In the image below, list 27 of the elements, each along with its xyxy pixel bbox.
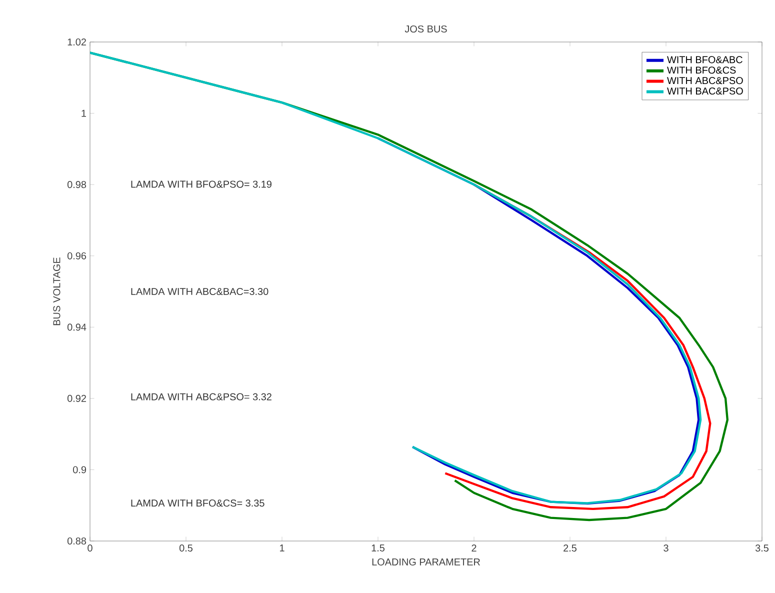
y-tick-label: 0.9	[73, 466, 86, 474]
x-axis-title: LOADING PARAMETER	[372, 558, 480, 566]
annotation: LAMDA WITH ABC&PSO= 3.32	[131, 393, 272, 400]
y-tick-label: 1.02	[68, 38, 86, 46]
y-tick-label: 0.94	[67, 324, 86, 331]
x-tick-label: 0	[88, 544, 92, 552]
x-tick-label: 3.5	[755, 544, 769, 552]
annotation: LAMDA WITH ABC&BAC=3.30	[131, 288, 268, 296]
y-tick-label: 0.92	[67, 394, 86, 402]
x-tick-label: 3	[664, 544, 668, 552]
legend-label: WITH ABC&PSO	[667, 77, 743, 84]
annotation: LAMDA WITH BFO&CS= 3.35	[131, 500, 264, 507]
y-tick-label: 1	[82, 110, 86, 117]
x-tick-label: 0.5	[179, 544, 193, 552]
chart-title: JOS BUS	[404, 25, 447, 32]
y-tick-label: 0.96	[67, 252, 86, 260]
x-tick-label: 1.5	[372, 544, 385, 552]
annotation: LAMDA WITH BFO&PSO= 3.19	[131, 180, 272, 188]
legend-label: WITH BAC&PSO	[667, 87, 743, 95]
x-tick-label: 2.5	[564, 544, 577, 552]
y-tick-label: 0.98	[67, 181, 86, 188]
x-tick-label: 2	[472, 544, 476, 552]
legend-label: WITH BFO&ABC	[667, 56, 742, 64]
y-tick-label: 0.88	[67, 537, 86, 545]
x-tick-label: 1	[280, 544, 284, 552]
y-axis-title: BUS VOLTAGE	[53, 258, 60, 326]
legend-label: WITH BFO&CS	[667, 66, 736, 74]
